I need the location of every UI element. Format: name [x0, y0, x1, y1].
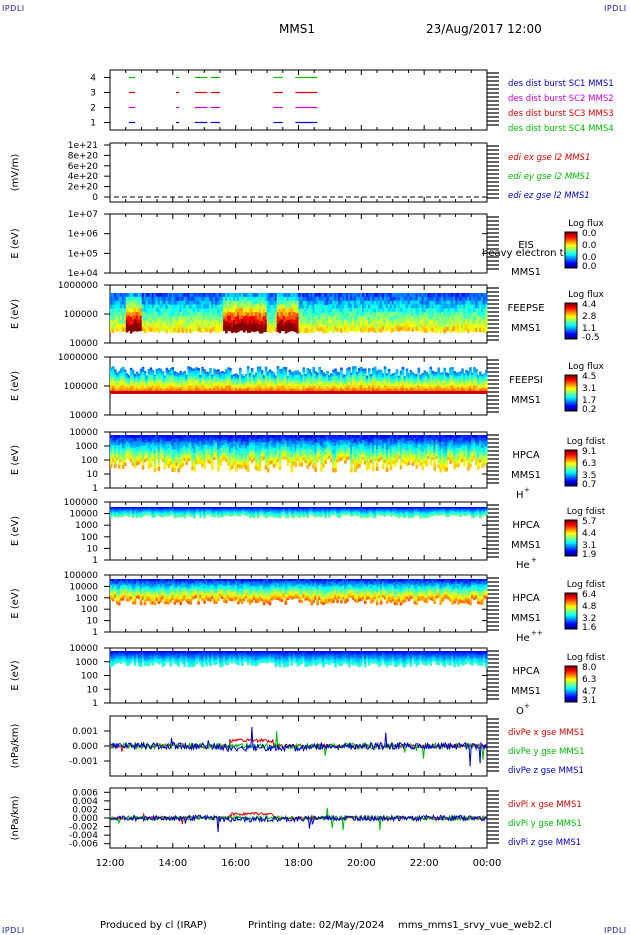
burst-panel-ytick-label: 4 — [90, 74, 96, 84]
feepse-panel-cell — [485, 308, 488, 312]
hpca-h-panel-cell — [185, 461, 188, 465]
hpca-h-panel-cell — [173, 468, 176, 472]
hpca-h-panel-cell — [158, 460, 161, 464]
feepsi-panel-spacecraft: MMS1 — [511, 395, 541, 406]
feepsi-panel-instrument: FEEPSI — [509, 375, 543, 386]
eis-panel-cbar-title: Log flux — [568, 219, 604, 229]
feepsi-panel-cbar-title: Log flux — [568, 362, 604, 372]
feepsi-panel-ytick-label: 1000000 — [58, 353, 98, 363]
hpca-h-panel-cell — [138, 461, 141, 464]
edi-panel-ytick-label: 0 — [92, 193, 98, 203]
hpca-h-panel-cell — [211, 466, 214, 470]
edi-legend-1: edi ex gse l2 MMS1 — [508, 153, 590, 163]
hpca-h-panel-cell — [211, 462, 214, 466]
hpca-h-panel-cell — [150, 463, 153, 467]
feepsi-panel-cbar-tick: 3.1 — [582, 384, 596, 394]
eis-panel-ytick-label: 1e+07 — [68, 210, 98, 220]
feepse-panel-cell — [485, 327, 488, 331]
feepse-panel-cell — [485, 304, 488, 308]
hpca-h-panel-cell — [181, 463, 184, 467]
feepsi-band — [110, 391, 487, 394]
hpca-h-panel-cell — [177, 468, 180, 472]
feepse-panel-cbar-tick: 2.8 — [582, 312, 597, 322]
feepse-panel-cbar-title: Log flux — [568, 290, 604, 300]
hpca-h-panel-cell — [154, 464, 157, 468]
hpca-h-panel-cell — [118, 465, 121, 469]
feepse-panel-ytick-label: 1000000 — [58, 281, 98, 291]
hpca-h-panel-ytick-label: 100 — [81, 456, 98, 466]
hpca-h-panel-cell — [217, 467, 220, 471]
feepse-panel-cell — [485, 293, 488, 297]
hpca-h-panel-cell — [142, 462, 145, 466]
hpca-h-panel-cell — [158, 467, 161, 471]
edi-panel-ytick-label: 4e+20 — [68, 172, 99, 182]
hpca-h-panel-cell — [114, 464, 117, 468]
edi-panel-ylabel: (mV/m) — [10, 154, 21, 192]
eis-panel-ytick-label: 1e+04 — [68, 269, 99, 279]
feepse-panel-instrument: FEEPSE — [507, 303, 544, 314]
hpca-h-panel-cell — [219, 463, 222, 467]
feepse-panel-ytick-label: 100000 — [64, 310, 99, 320]
feepse-panel-cell — [485, 316, 488, 320]
feepse-panel-cell — [485, 297, 488, 301]
feepsi-panel-cbar-tick: 4.5 — [582, 372, 596, 382]
burst-legend-4: des dist burst SC4 MMS4 — [508, 124, 614, 134]
feepse-panel-ylabel: E (eV) — [10, 299, 21, 329]
burst-legend-3: des dist burst SC3 MMS3 — [508, 109, 614, 119]
edi-panel-frame — [110, 143, 487, 202]
burst-panel-ytick-label: 1 — [90, 119, 96, 129]
eis-panel-spacecraft: MMS1 — [511, 267, 541, 278]
hpca-h-panel-cell — [124, 462, 127, 466]
burst-legend-2: des dist burst SC2 MMS2 — [508, 94, 614, 104]
edi-legend-3: edi ez gse l2 MMS1 — [508, 191, 590, 201]
edi-panel-ytick-label: 2e+20 — [68, 183, 99, 193]
eis-panel-ylabel: E (eV) — [10, 228, 21, 258]
burst-legend-1: des dist burst SC1 MMS1 — [508, 79, 614, 89]
hpca-h-panel-cell — [154, 461, 157, 465]
hpca-h-panel-cell — [203, 465, 206, 469]
feepse-panel-spacecraft: MMS1 — [511, 323, 541, 334]
hpca-h-panel-cell — [142, 466, 145, 470]
hpca-h-panel-ytick-label: 1 — [92, 484, 98, 494]
eis-panel-ytick-label: 1e+06 — [68, 230, 99, 240]
eis-panel-frame — [110, 214, 487, 273]
burst-panel-ytick-label: 3 — [90, 89, 96, 99]
burst-panel-frame — [110, 70, 487, 130]
hpca-h-panel-ytick-label: 10 — [87, 470, 99, 480]
eis-panel-cbar-tick: 0.0 — [582, 241, 597, 251]
hpca-h-panel-cell — [158, 463, 161, 467]
eis-panel-cbar-tick: 0.0 — [582, 262, 597, 272]
feepse-panel-cbar-tick: -0.5 — [582, 333, 600, 343]
feepse-panel-cell — [485, 312, 488, 316]
eis-panel-overlay: heavy electron to — [482, 248, 570, 259]
edi-panel-ytick-label: 1e+21 — [68, 141, 98, 151]
feepse-panel-ytick-label: 10000 — [69, 339, 98, 349]
feepse-panel-cell — [485, 320, 488, 324]
feepse-panel-cell — [485, 323, 488, 327]
feepsi-panel-cbar-tick: 0.2 — [582, 405, 596, 415]
eis-panel-cbar-tick: 0.0 — [582, 229, 597, 239]
hpca-h-panel-ylabel: E (eV) — [10, 445, 21, 475]
burst-panel-ytick-label: 2 — [90, 104, 96, 114]
hpca-h-panel-ytick-label: 1000 — [75, 442, 98, 452]
eis-panel-ytick-label: 1e+05 — [68, 249, 98, 259]
hpca-h-panel-cell — [154, 468, 157, 472]
feepsi-panel-ytick-label: 10000 — [69, 411, 98, 421]
hpca-h-panel-ytick-label: 10000 — [69, 428, 98, 438]
feepsi-panel-ytick-label: 100000 — [64, 382, 99, 392]
hpca-h-panel-cell — [164, 465, 167, 469]
edi-panel-ytick-label: 8e+20 — [68, 151, 99, 161]
hpca-h-panel-cell — [193, 467, 196, 471]
edi-legend-2: edi ey gse l2 MMS1 — [508, 172, 590, 182]
hpca-h-panel-cell — [110, 464, 113, 468]
edi-panel-ytick-label: 6e+20 — [68, 162, 99, 172]
feepse-panel-cbar-tick: 4.4 — [582, 300, 597, 310]
feepsi-panel-ylabel: E (eV) — [10, 371, 21, 401]
feepse-panel-cell — [485, 301, 488, 305]
